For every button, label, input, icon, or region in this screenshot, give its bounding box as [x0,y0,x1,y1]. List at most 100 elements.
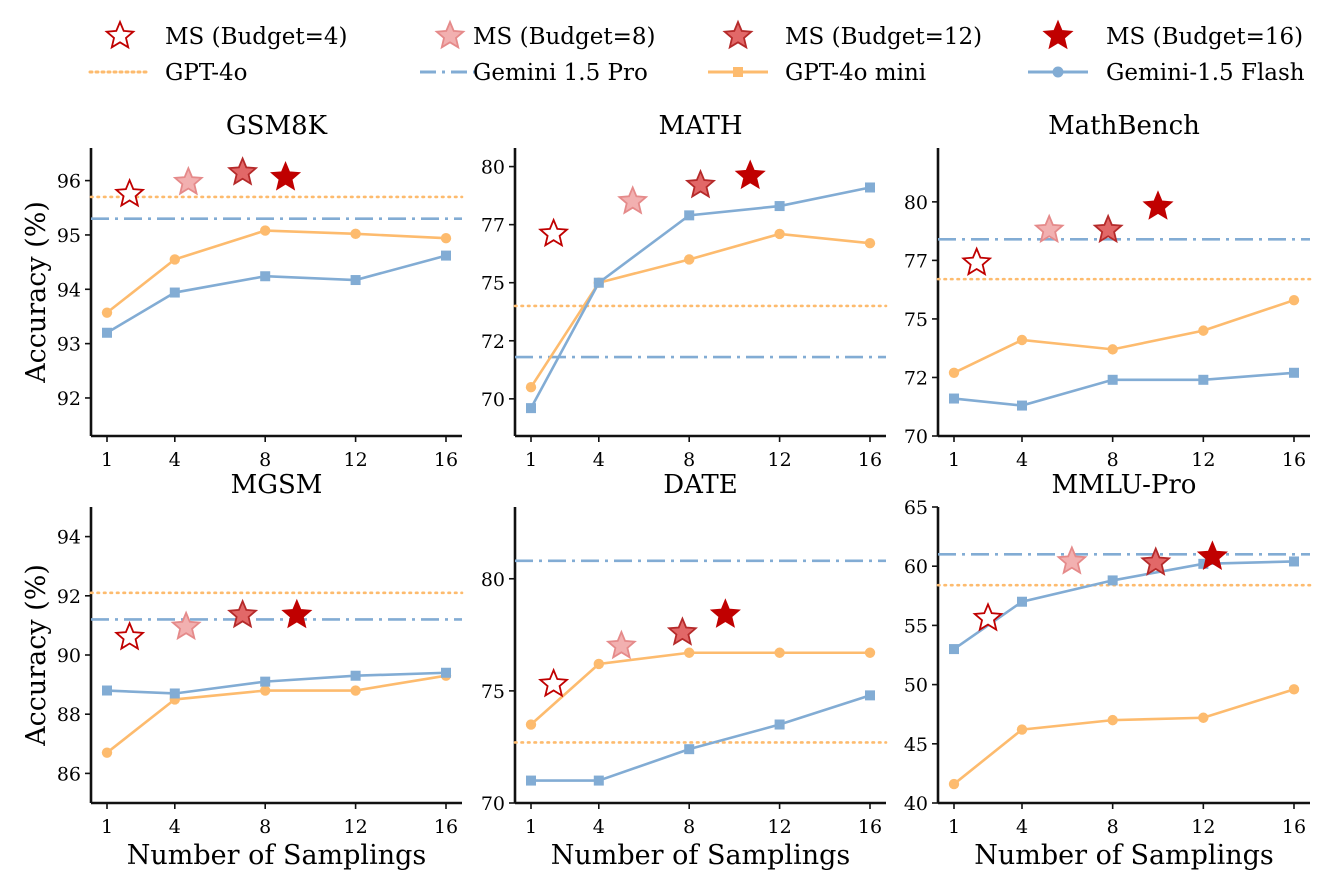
y-tick-label: 70 [904,426,928,448]
x-tick-label: 4 [169,816,181,838]
y-tick-label: 86 [57,763,81,785]
chart-panel-mathbench: MathBench 1 4 8 12 16 70 72 75 77 80 [904,111,1312,471]
x-tick-label: 8 [1107,449,1119,471]
data-point-circle [1198,325,1209,336]
data-point-square [350,275,361,286]
data-point-square [865,690,875,701]
x-tick-label: 4 [169,449,181,471]
legend-circle-marker-icon [1052,66,1064,78]
data-point-circle [774,228,785,240]
legend-star-icon [722,19,754,50]
ms-budget-4-star [538,667,570,698]
chart-title: MMLU-Pro [1052,470,1197,500]
data-point-square [350,670,361,681]
chart-title: MathBench [1048,111,1200,141]
data-point-circle [1016,334,1028,346]
data-point-square [1017,596,1027,607]
data-point-circle [525,382,537,393]
y-tick-label: 93 [57,334,81,356]
data-point-square [1198,374,1209,385]
ms-budget-12-star [666,616,698,646]
ms-budget-16-star [1196,540,1228,570]
ms-budget-12-star [1092,213,1124,244]
data-point-circle [350,685,361,696]
y-tick-label: 94 [57,527,81,549]
series-line-blue-square [953,560,1295,651]
x-tick-label: 8 [259,449,271,471]
x-tick-label: 1 [948,816,960,838]
data-point-square [593,277,604,288]
legend-square-marker-icon [733,67,743,77]
data-point-square [260,676,271,687]
x-tick-label: 16 [858,449,882,471]
data-point-square [684,744,695,755]
data-point-square [441,250,451,261]
data-point-circle [101,747,113,758]
data-point-circle [684,647,695,658]
data-point-square [526,775,536,786]
ms-budget-12-star [1140,546,1172,576]
legend-label: MS (Budget=4) [165,24,347,50]
ms-budget-8-star [170,610,202,641]
series-line-orange-circle [953,688,1295,786]
x-tick-label: 12 [1191,816,1215,838]
legend-item-gemini_flash: Gemini-1.5 Flash [1028,60,1305,86]
y-tick-label: 92 [57,586,81,608]
data-point-square [102,327,112,338]
data-point-circle [440,233,452,244]
data-point-circle [864,647,876,658]
x-tick-label: 16 [434,816,458,838]
y-tick-label: 75 [481,681,505,703]
y-axis-label: Accuracy (%) [21,201,52,384]
chart-panel-date: DATE 1 4 8 12 16 70 75 80 Number of Samplings [481,470,888,871]
ms-budget-8-star [172,165,204,196]
x-axis-label: Number of Samplings [551,840,850,871]
ms-budget-4-star [114,620,146,651]
x-tick-label: 16 [1282,816,1306,838]
x-axis-label: Number of Samplings [974,840,1273,871]
ms-budget-4-star [114,177,146,208]
data-point-square [949,644,959,655]
x-tick-label: 1 [101,449,113,471]
legend-label: GPT-4o mini [785,60,926,86]
y-tick-label: 80 [481,157,505,179]
legend-star-icon [104,19,136,50]
x-tick-label: 16 [858,816,882,838]
ms-budget-8-star [1033,213,1065,244]
legend-item-gpt4o_mini: GPT-4o mini [708,60,926,86]
data-point-circle [1288,294,1300,306]
chart-title: GSM8K [226,111,328,141]
series-line-orange-circle [106,674,447,754]
legend-label: MS (Budget=16) [1106,24,1303,50]
data-point-circle [864,238,876,249]
x-tick-label: 1 [525,816,537,838]
data-point-square [1289,367,1299,378]
x-tick-label: 4 [1016,449,1028,471]
ms-budget-4-star [961,246,993,276]
data-point-square [441,667,451,678]
legend: MS (Budget=4) MS (Budget=8) MS (Budget=12)… [88,19,1305,86]
y-tick-label: 70 [481,793,505,815]
legend-star-icon [434,19,466,50]
y-tick-label: 75 [904,309,928,331]
legend-item-ms8: MS (Budget=8) [434,19,655,50]
data-point-circle [101,307,113,318]
x-tick-label: 12 [344,816,368,838]
chart-title: MGSM [231,470,323,500]
data-point-circle [1198,712,1209,723]
x-tick-label: 12 [344,449,368,471]
legend-item-gpt4o: GPT-4o [88,60,247,86]
y-tick-label: 77 [481,215,505,237]
ms-budget-12-star [227,598,259,629]
x-axis-label: Number of Samplings [127,840,426,871]
y-tick-label: 55 [904,615,928,637]
x-tick-label: 12 [1191,449,1215,471]
chart-title: MATH [659,111,743,141]
data-point-circle [1107,714,1118,726]
x-tick-label: 16 [434,449,458,471]
x-tick-label: 8 [683,449,695,471]
data-point-circle [525,719,537,730]
